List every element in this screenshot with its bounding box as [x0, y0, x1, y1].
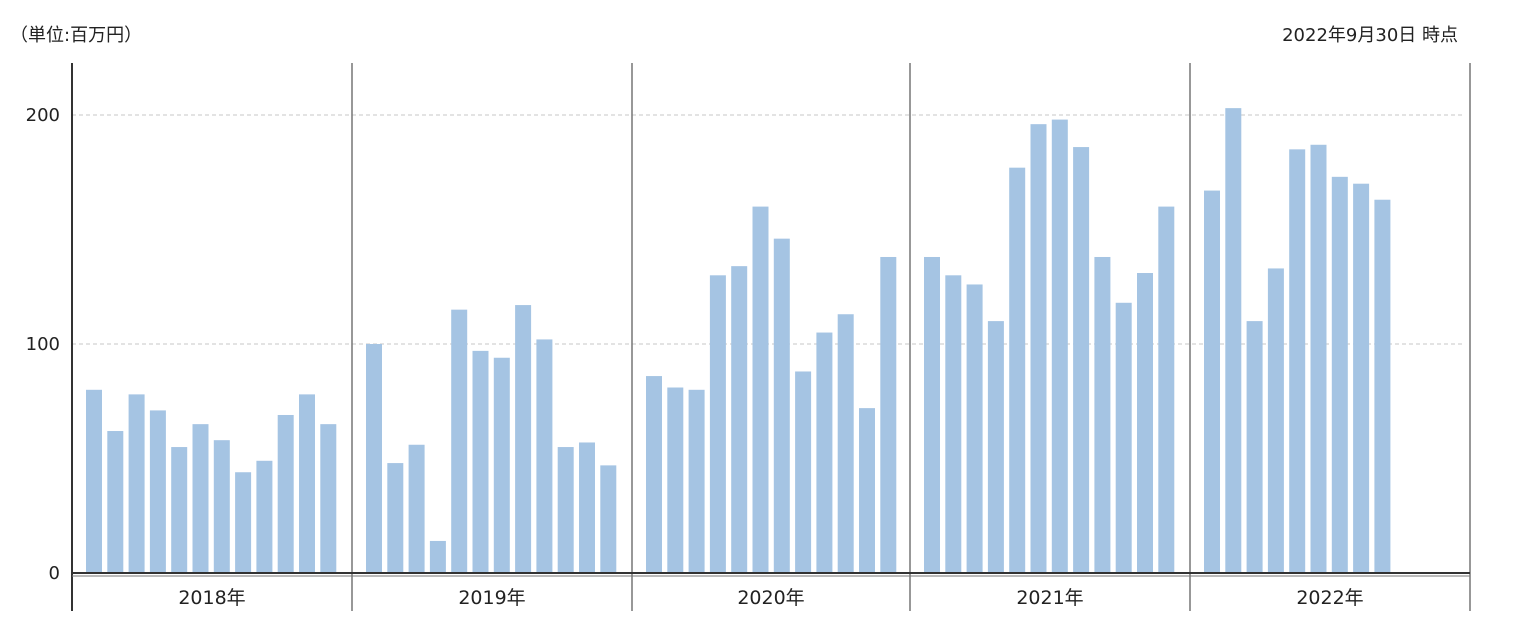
bar-2019年-10 [557, 447, 574, 573]
bar-2020年-9 [816, 332, 833, 573]
bar-2019年-9 [536, 339, 553, 573]
bar-2022年-4 [1267, 268, 1284, 573]
bar-2021年-6 [1030, 124, 1047, 573]
bar-2021年-8 [1073, 147, 1090, 573]
bar-2018年-5 [171, 447, 188, 573]
year-label-2020年: 2020年 [737, 587, 804, 609]
as-of-date-label: 2022年9月30日 時点 [1282, 25, 1458, 46]
bar-2022年-3 [1246, 321, 1263, 573]
bar-2018年-2 [107, 431, 124, 573]
year-label-2019年: 2019年 [458, 587, 525, 609]
bar-2018年-7 [213, 440, 230, 573]
bar-2018年-6 [192, 424, 209, 573]
bar-2019年-7 [493, 357, 510, 573]
bar-2020年-6 [752, 206, 769, 573]
bar-2019年-8 [515, 305, 532, 573]
bar-2019年-6 [472, 350, 489, 573]
bar-2019年-3 [408, 444, 425, 573]
y-tick-label-0: 0 [49, 563, 60, 584]
bar-2022年-7 [1331, 176, 1348, 573]
bar-2021年-10 [1115, 302, 1132, 573]
bar-2018年-3 [128, 394, 145, 573]
bar-2021年-3 [966, 284, 983, 573]
bar-2020年-10 [837, 314, 854, 573]
bar-2022年-2 [1225, 108, 1242, 573]
bar-2021年-12 [1158, 206, 1175, 573]
bar-2020年-2 [667, 387, 684, 573]
bar-2021年-4 [987, 321, 1004, 573]
bar-2019年-2 [387, 463, 404, 573]
bar-2019年-5 [451, 309, 468, 573]
bar-2019年-4 [429, 540, 446, 573]
bar-2019年-12 [600, 465, 617, 573]
y-tick-label-100: 100 [26, 334, 60, 355]
bar-2018年-11 [299, 394, 315, 573]
bar-2018年-12 [320, 424, 337, 573]
bar-2021年-9 [1094, 256, 1111, 573]
bar-2020年-7 [773, 238, 790, 573]
bar-2020年-1 [646, 376, 662, 573]
bar-2020年-12 [880, 256, 897, 573]
bar-2018年-9 [256, 460, 273, 573]
bar-2020年-5 [731, 266, 748, 573]
year-label-2018年: 2018年 [178, 587, 245, 609]
year-label-2022年: 2022年 [1296, 587, 1363, 609]
bar-2022年-8 [1353, 183, 1370, 573]
bar-2021年-5 [1009, 167, 1026, 574]
year-label-2021年: 2021年 [1016, 587, 1083, 609]
unit-label: （単位:百万円） [10, 25, 143, 46]
bar-2021年-1 [924, 256, 940, 573]
bar-2022年-5 [1289, 149, 1306, 573]
y-tick-label-200: 200 [26, 105, 60, 126]
bar-2022年-6 [1310, 144, 1327, 573]
bar-2019年-11 [579, 442, 595, 573]
bar-2018年-8 [235, 472, 252, 573]
bar-2021年-7 [1051, 119, 1068, 573]
bar-2022年-9 [1374, 199, 1391, 574]
bar-2021年-11 [1137, 273, 1153, 573]
bar-2020年-8 [795, 371, 812, 573]
bar-2018年-10 [277, 414, 294, 573]
bar-2020年-4 [709, 275, 726, 573]
bar-2019年-1 [366, 344, 382, 573]
bar-2020年-11 [859, 408, 875, 573]
bar-2021年-2 [945, 275, 962, 573]
bar-2022年-1 [1204, 190, 1220, 573]
bar-2020年-3 [688, 389, 705, 573]
bar-2018年-1 [86, 389, 102, 573]
bar-2018年-4 [149, 410, 166, 573]
